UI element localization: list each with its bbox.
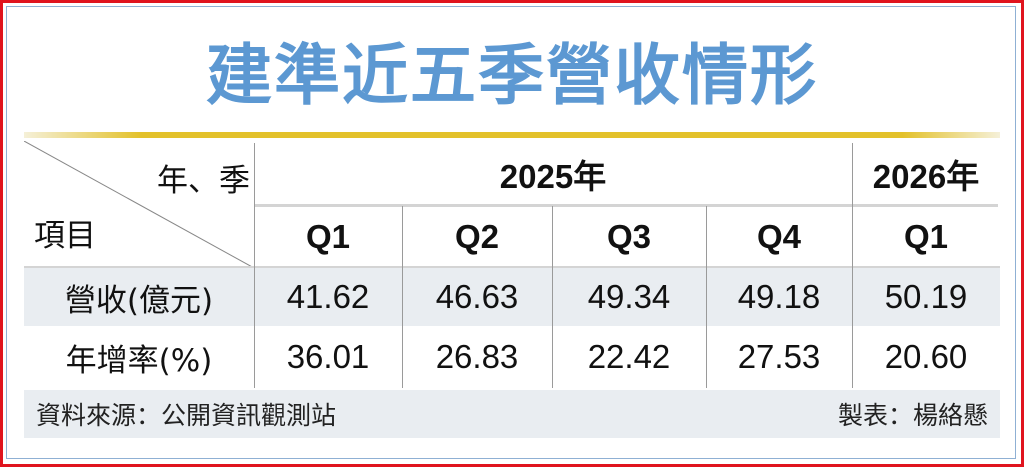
grid-line [254,204,998,207]
quarter-header: Q3 [606,218,652,255]
grid-line [402,206,403,388]
corner-header-bottom: 項目 [34,218,96,254]
row-label-revenue: 營收(億元) [64,282,214,319]
grid-line [706,206,707,388]
quarter-header: Q2 [454,218,500,255]
corner-header-top: 年、季 [157,163,250,199]
grid-line [552,206,553,388]
table-cell: 49.34 [587,278,671,315]
table-cell: 22.42 [587,338,671,375]
revenue-row-bg [24,268,1000,326]
table-cell: 27.53 [737,338,821,375]
row-label-yoy: 年增率(%) [65,342,213,379]
grid-line [852,143,853,388]
quarter-header: Q4 [756,218,802,255]
table-cell: 46.63 [435,278,519,315]
table-cell: 41.62 [286,278,370,315]
table-cell: 49.18 [737,278,821,315]
author-credit: 製表：楊絡懸 [837,401,988,430]
year-header-2025: 2025年 [499,158,607,195]
table-cell: 20.60 [884,338,968,375]
table-cell: 26.83 [435,338,519,375]
page-title: 建準近五季營收情形 [206,37,818,114]
title-rule [24,132,1000,138]
footer: 資料來源：公開資訊觀測站 製表：楊絡懸 [24,390,1000,438]
grid-line [24,266,1000,268]
inner-frame [6,6,1016,459]
quarter-header: Q1 [305,218,351,255]
year-header-2026: 2026年 [872,158,980,195]
corner-diagonal [24,141,254,268]
table-cell: 36.01 [286,338,370,375]
grid-line [254,143,255,388]
source-note: 資料來源：公開資訊觀測站 [36,401,337,430]
table-cell: 50.19 [884,278,968,315]
quarter-header: Q1 [903,218,949,255]
